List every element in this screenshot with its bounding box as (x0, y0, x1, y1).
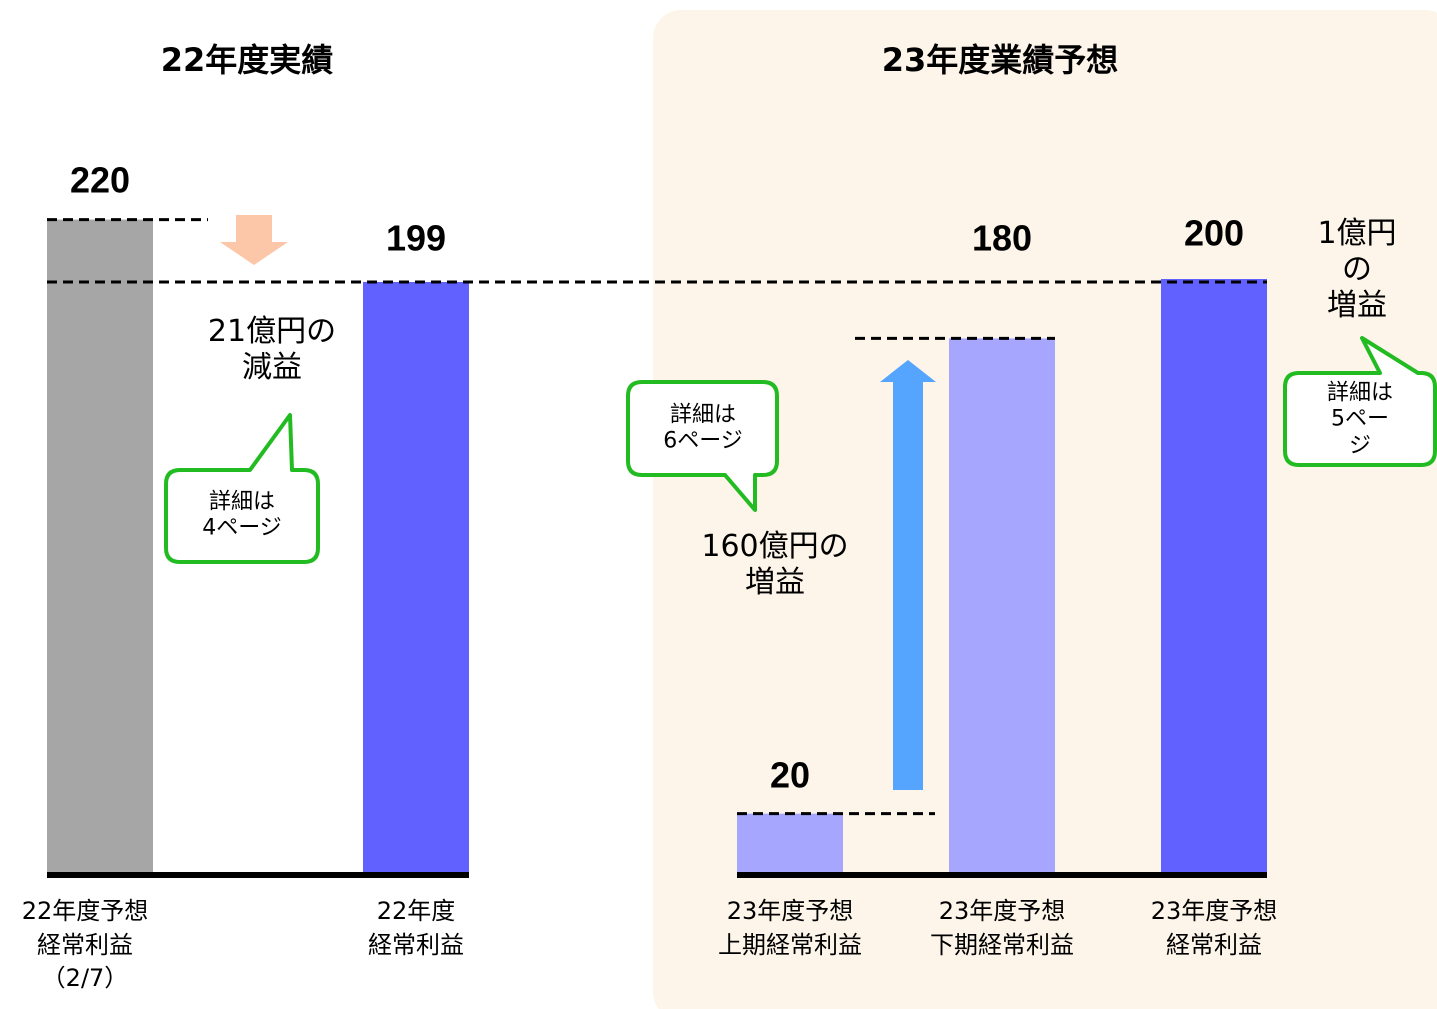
callout-box (626, 380, 779, 512)
value-label: 200 (1183, 212, 1245, 254)
decrease-arrow (220, 215, 288, 265)
bar (949, 338, 1055, 873)
value-label: 199 (385, 217, 447, 259)
annotation: 21億円の 減益 (207, 314, 337, 385)
increase-arrow (880, 360, 936, 790)
value-label: 220 (69, 159, 131, 201)
callout-text: 詳細は 6ページ (663, 402, 743, 454)
bar (737, 813, 843, 873)
callout-text: 詳細は 5ページ (1326, 380, 1393, 459)
category-label: 22年度予想 経常利益 （2/7） (21, 897, 149, 993)
callout-box (164, 413, 320, 564)
bar (1161, 279, 1267, 873)
annotation: 160億円の 増益 (701, 529, 849, 600)
bar (363, 281, 469, 874)
category-label: 23年度予想 経常利益 (1150, 897, 1278, 959)
category-label: 23年度予想 上期経常利益 (718, 897, 862, 959)
section-title: 23年度業績予想 (881, 40, 1119, 79)
callout-box (1283, 336, 1437, 467)
category-label: 22年度 経常利益 (368, 897, 464, 959)
value-label: 180 (971, 217, 1033, 259)
bar (47, 219, 153, 874)
callout-text: 詳細は 4ページ (202, 489, 282, 541)
value-label: 20 (769, 754, 811, 796)
section-title: 22年度実績 (160, 40, 334, 79)
category-label: 23年度予想 下期経常利益 (930, 897, 1074, 959)
annotation: 1億円の 増益 (1317, 216, 1397, 323)
